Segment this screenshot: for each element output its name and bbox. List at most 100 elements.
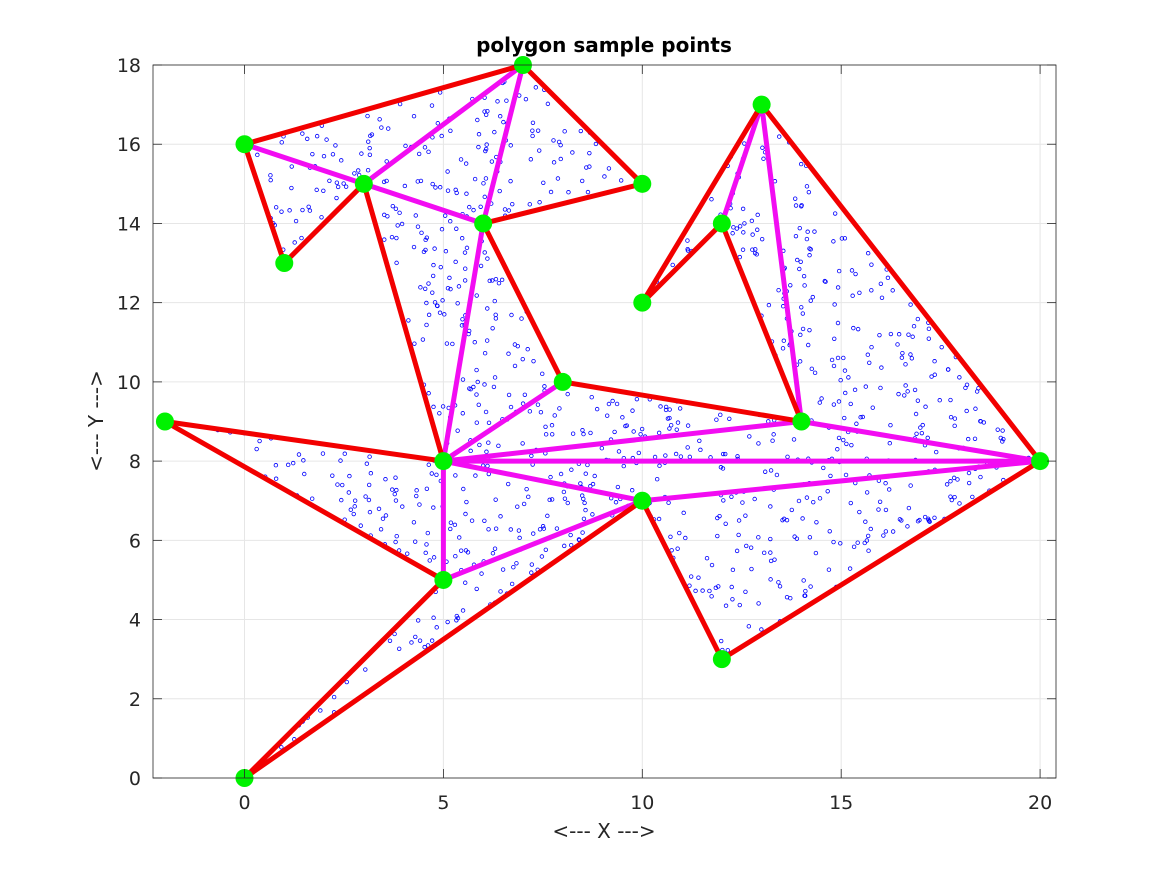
sample-point bbox=[629, 488, 635, 493]
sample-point bbox=[910, 334, 915, 339]
sample-point bbox=[730, 567, 736, 573]
sample-point bbox=[448, 520, 454, 525]
sample-point bbox=[678, 454, 684, 459]
sample-point bbox=[506, 208, 512, 213]
sample-point bbox=[346, 490, 352, 495]
sample-point bbox=[474, 392, 479, 397]
sample-point bbox=[453, 473, 458, 478]
sample-point bbox=[368, 133, 373, 139]
sample-point bbox=[420, 337, 426, 342]
sample-point bbox=[557, 406, 562, 411]
sample-point bbox=[430, 273, 436, 279]
sample-point bbox=[888, 331, 894, 337]
sample-point bbox=[486, 440, 491, 445]
sample-point bbox=[666, 500, 671, 505]
sample-point bbox=[484, 142, 489, 147]
sample-point bbox=[610, 398, 615, 404]
sample-point bbox=[762, 469, 768, 474]
sample-point bbox=[752, 496, 757, 502]
sample-point bbox=[723, 603, 729, 608]
sample-point bbox=[565, 391, 570, 397]
sample-point bbox=[972, 436, 978, 441]
sample-point bbox=[498, 589, 503, 594]
sample-point bbox=[520, 356, 525, 362]
sample-point bbox=[352, 504, 357, 509]
sample-point bbox=[903, 362, 908, 367]
sample-point bbox=[287, 208, 292, 213]
sample-point bbox=[366, 482, 372, 488]
sample-point bbox=[823, 279, 828, 284]
sample-point bbox=[585, 189, 591, 195]
sample-point bbox=[846, 375, 851, 380]
vertex-point bbox=[633, 491, 652, 510]
sample-point bbox=[389, 234, 395, 240]
sample-point bbox=[341, 181, 346, 186]
sample-point bbox=[484, 449, 489, 454]
sample-point bbox=[479, 571, 484, 576]
sample-point bbox=[887, 441, 892, 446]
sample-point bbox=[731, 225, 736, 230]
sample-point bbox=[759, 627, 764, 632]
sample-point bbox=[508, 143, 513, 148]
sample-point bbox=[948, 494, 953, 499]
sample-point bbox=[838, 378, 843, 383]
sample-point bbox=[330, 473, 335, 478]
sample-point bbox=[367, 509, 373, 515]
sample-point bbox=[397, 210, 402, 216]
sample-point bbox=[853, 271, 858, 277]
sample-point bbox=[663, 453, 668, 458]
sample-point bbox=[342, 451, 347, 456]
interior-edge bbox=[440, 458, 645, 504]
sample-point bbox=[636, 450, 642, 456]
sample-point bbox=[912, 387, 918, 393]
sample-point bbox=[273, 476, 279, 481]
sample-point bbox=[460, 411, 465, 416]
sample-point bbox=[442, 312, 447, 317]
y-tick-label: 4 bbox=[129, 610, 141, 632]
sample-point bbox=[568, 532, 573, 538]
sample-point bbox=[883, 529, 889, 534]
sample-point bbox=[496, 281, 502, 286]
sample-point bbox=[857, 509, 862, 515]
sample-point bbox=[458, 157, 464, 162]
boundary-edge bbox=[560, 379, 804, 424]
sample-point bbox=[492, 129, 497, 135]
sample-point bbox=[440, 404, 446, 409]
sample-point bbox=[437, 310, 443, 315]
sample-point bbox=[785, 454, 790, 459]
sample-point bbox=[455, 301, 460, 306]
sample-point bbox=[756, 601, 761, 606]
sample-point bbox=[426, 462, 431, 467]
sample-point bbox=[527, 409, 533, 414]
sample-point bbox=[952, 416, 958, 421]
sample-point bbox=[478, 263, 484, 269]
sample-point bbox=[299, 235, 304, 241]
boundary-edge bbox=[719, 458, 1043, 662]
sample-point bbox=[399, 221, 405, 227]
sample-point bbox=[865, 251, 871, 256]
sample-point bbox=[580, 428, 585, 433]
sample-point bbox=[855, 326, 861, 332]
sample-point bbox=[539, 554, 545, 559]
sample-point bbox=[501, 119, 506, 125]
sample-point bbox=[445, 169, 450, 174]
sample-point bbox=[424, 300, 429, 306]
sample-point bbox=[801, 578, 806, 583]
sample-point bbox=[462, 250, 468, 255]
sample-point bbox=[549, 497, 555, 502]
sample-point bbox=[746, 624, 752, 629]
y-axis-label: <--- Y ---> bbox=[84, 370, 108, 472]
sample-point bbox=[614, 401, 620, 407]
sample-point bbox=[768, 536, 773, 542]
sample-point bbox=[541, 526, 547, 531]
sample-point bbox=[908, 483, 913, 488]
interior-edge bbox=[480, 62, 526, 226]
sample-point bbox=[495, 99, 500, 104]
sample-point bbox=[324, 137, 329, 142]
sample-point bbox=[475, 117, 480, 123]
sample-point bbox=[448, 526, 453, 532]
sample-point bbox=[813, 550, 819, 556]
sample-point bbox=[810, 294, 815, 300]
sample-point bbox=[538, 409, 544, 415]
sample-point bbox=[911, 323, 917, 329]
